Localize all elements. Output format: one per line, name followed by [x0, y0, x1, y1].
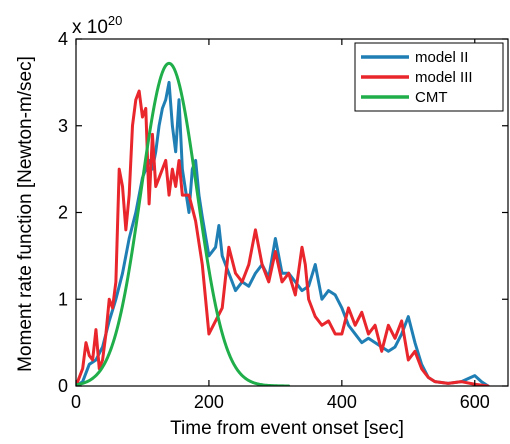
- legend-label: CMT: [415, 89, 448, 106]
- x-tick-label: 200: [194, 392, 224, 412]
- legend-label: model III: [415, 69, 473, 86]
- y-tick-label: 3: [58, 116, 68, 136]
- y-tick-label: 2: [58, 203, 68, 223]
- legend-label: model II: [415, 49, 468, 66]
- legend: model II model III CMT: [354, 42, 504, 112]
- y-multiplier-base: x 10: [72, 17, 108, 38]
- series-group: [76, 61, 490, 386]
- y-multiplier-label: x 1020: [72, 13, 122, 38]
- x-tick-label: 600: [460, 392, 490, 412]
- y-multiplier-exponent: 20: [108, 13, 122, 28]
- x-axis-label: Time from event onset [sec]: [170, 418, 404, 439]
- y-tick-label: 4: [58, 29, 68, 49]
- series-line-model-ii: [76, 80, 490, 386]
- y-tick-label: 0: [58, 376, 68, 396]
- axes-layer: 0 200 400 600 0 1 2 3 4: [58, 29, 509, 412]
- x-tick-label: 0: [71, 392, 81, 412]
- plot-layer: [76, 61, 490, 386]
- y-axis-label: Moment rate function [Newton-m/sec]: [15, 56, 36, 372]
- series-line-cmt: [76, 61, 291, 386]
- series-line-model-iii: [76, 89, 490, 386]
- x-tick-label: 400: [327, 392, 357, 412]
- y-tick-label: 1: [58, 289, 68, 309]
